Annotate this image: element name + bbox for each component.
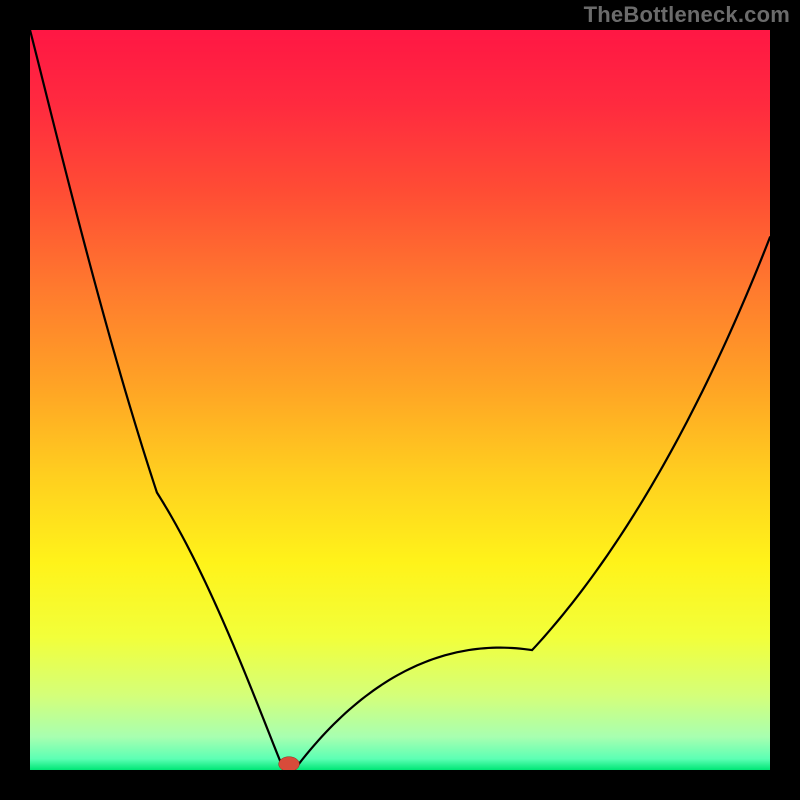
watermark-text: TheBottleneck.com xyxy=(584,2,790,28)
chart-plot-area xyxy=(30,30,770,770)
trough-marker xyxy=(279,757,300,770)
chart-background xyxy=(30,30,770,770)
